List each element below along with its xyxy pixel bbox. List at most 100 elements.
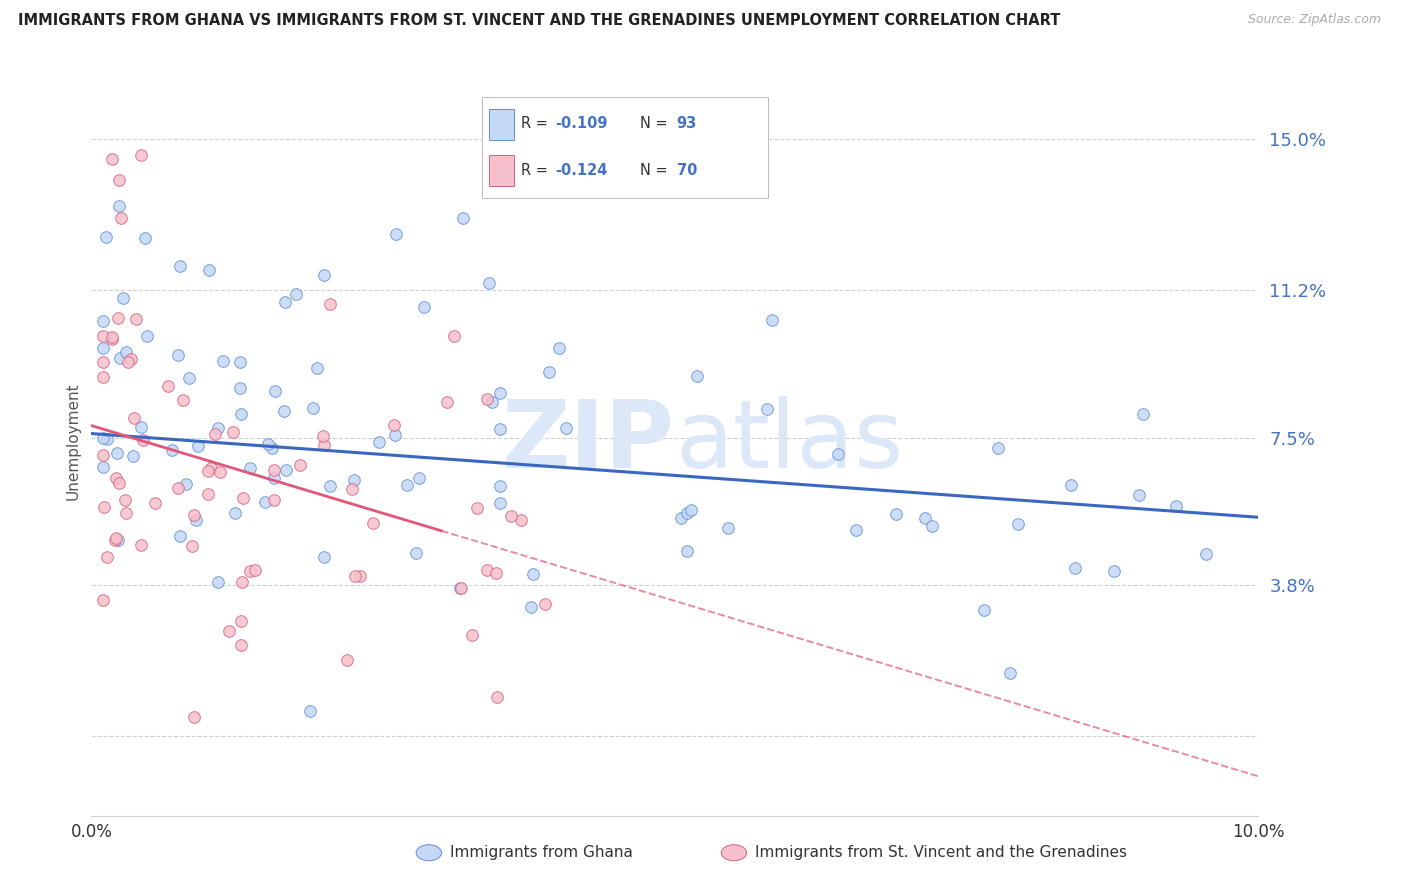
Point [537, 365, 560, 379]
Point [273, 403, 295, 417]
Point [436, 395, 458, 409]
Point [534, 597, 557, 611]
Point [224, 506, 246, 520]
Point [384, 227, 406, 242]
Point [477, 392, 499, 406]
Point [489, 386, 512, 401]
Point [336, 653, 359, 667]
Point [1063, 561, 1085, 575]
Point [475, 563, 498, 577]
Point [285, 286, 308, 301]
Point [122, 411, 145, 425]
Point [104, 471, 127, 485]
Point [260, 441, 283, 455]
Point [232, 491, 254, 506]
Point [405, 546, 427, 560]
Point [253, 495, 276, 509]
Point [412, 300, 434, 314]
Text: Source: ZipAtlas.com: Source: ZipAtlas.com [1247, 13, 1381, 27]
Point [450, 581, 472, 595]
Point [1007, 517, 1029, 532]
Point [91, 459, 114, 474]
Text: Immigrants from St. Vincent and the Grenadines: Immigrants from St. Vincent and the Gren… [755, 846, 1128, 860]
Point [105, 446, 128, 460]
Point [318, 297, 340, 311]
Point [107, 310, 129, 325]
Point [489, 496, 512, 510]
Point [229, 381, 252, 395]
Point [314, 438, 336, 452]
Point [104, 533, 127, 547]
Point [91, 329, 114, 343]
Point [120, 351, 142, 366]
Point [197, 487, 219, 501]
Point [755, 401, 778, 416]
Point [679, 503, 702, 517]
Point [319, 479, 342, 493]
Point [122, 449, 145, 463]
Point [245, 563, 267, 577]
Point [91, 592, 114, 607]
Point [449, 581, 471, 595]
Point [108, 199, 131, 213]
Point [485, 566, 508, 580]
Point [184, 513, 207, 527]
Point [101, 332, 124, 346]
Point [481, 395, 503, 409]
Point [91, 448, 114, 462]
Point [443, 329, 465, 343]
Point [827, 446, 849, 460]
Point [93, 500, 115, 514]
Point [91, 369, 114, 384]
Point [91, 313, 114, 327]
Point [555, 421, 578, 435]
Point [117, 354, 139, 368]
Point [229, 615, 252, 629]
Point [157, 378, 180, 392]
Point [1195, 547, 1218, 561]
Text: Immigrants from Ghana: Immigrants from Ghana [450, 846, 633, 860]
Point [207, 421, 229, 435]
Point [134, 231, 156, 245]
Point [110, 211, 132, 226]
Point [218, 624, 240, 638]
Point [129, 147, 152, 161]
Point [478, 276, 501, 290]
Point [91, 341, 114, 355]
Point [172, 392, 194, 407]
Point [115, 345, 138, 359]
Point [368, 434, 391, 449]
Point [183, 508, 205, 523]
Point [361, 516, 384, 531]
Point [884, 508, 907, 522]
Point [676, 544, 699, 558]
Point [91, 431, 114, 445]
Point [669, 511, 692, 525]
Point [221, 425, 243, 439]
Point [96, 550, 118, 565]
Point [174, 477, 197, 491]
Point [239, 461, 262, 475]
Point [522, 566, 544, 581]
Point [263, 463, 285, 477]
Point [396, 478, 419, 492]
Point [208, 465, 231, 479]
Point [114, 492, 136, 507]
Point [343, 569, 366, 583]
Y-axis label: Unemployment: Unemployment [65, 383, 80, 500]
Point [465, 501, 488, 516]
Point [166, 481, 188, 495]
Point [501, 508, 523, 523]
Point [115, 506, 138, 520]
Point [129, 420, 152, 434]
Point [207, 574, 229, 589]
Text: ZIP: ZIP [502, 395, 675, 488]
Text: atlas: atlas [675, 395, 903, 488]
Point [288, 458, 311, 472]
Point [312, 428, 335, 442]
Point [162, 443, 184, 458]
Point [1164, 499, 1187, 513]
Point [382, 417, 405, 432]
Point [921, 519, 943, 533]
Point [239, 565, 262, 579]
